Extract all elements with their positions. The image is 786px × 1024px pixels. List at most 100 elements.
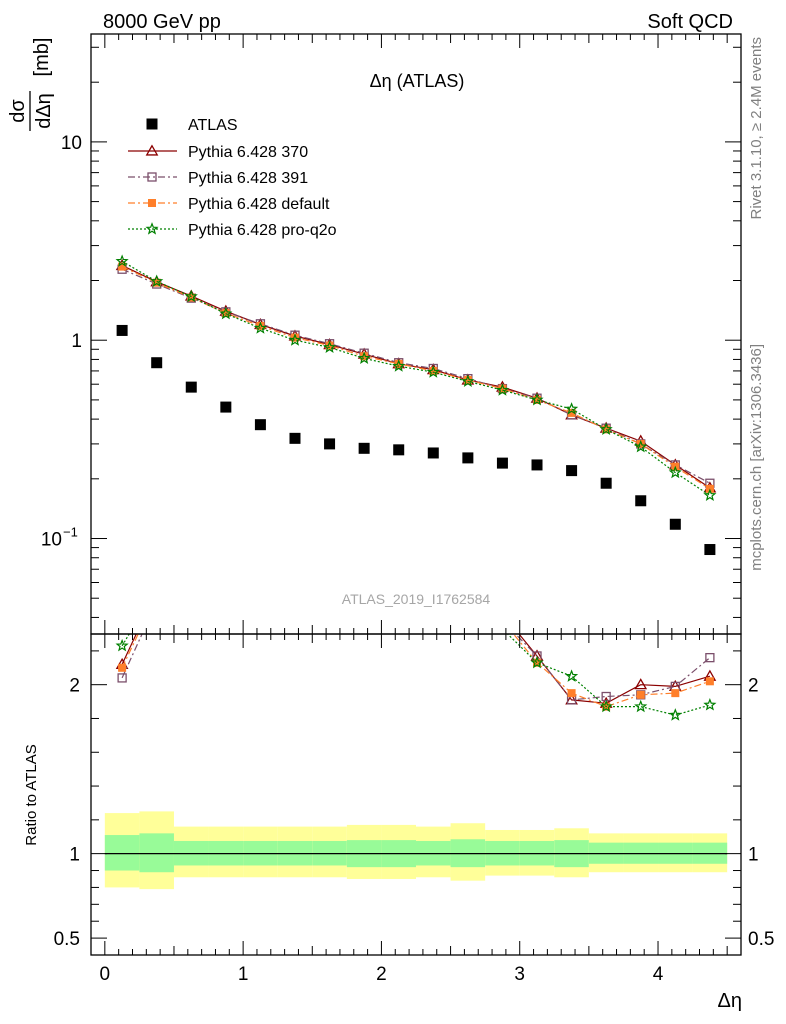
ratio-point <box>153 591 161 599</box>
legend-label: Pythia 6.428 391 <box>188 170 308 187</box>
ratio-point <box>115 638 129 652</box>
data-point <box>187 293 196 302</box>
data-point <box>634 439 648 453</box>
ratio-point <box>118 663 127 672</box>
data-point <box>498 384 507 393</box>
ratio-point <box>705 653 715 663</box>
ratio-p391 <box>117 459 715 705</box>
ratio-point <box>634 699 648 713</box>
data-point <box>185 381 197 393</box>
ratio-point <box>290 463 301 472</box>
data-point <box>150 274 164 287</box>
series-p391 <box>117 264 715 488</box>
ratio-point <box>429 567 437 575</box>
data-point <box>220 401 232 413</box>
series-p370 <box>115 258 717 493</box>
ratio-point <box>497 608 508 617</box>
legend-entry-pq2o: Pythia 6.428 pro-q2o <box>128 222 337 239</box>
ratio-line-p370 <box>121 634 711 704</box>
ratio-point <box>291 459 299 467</box>
x-tick-label: 2 <box>376 964 387 985</box>
ratio-point <box>634 678 648 690</box>
data-point <box>566 465 578 477</box>
legend-label: ATLAS <box>188 117 238 134</box>
ratio-point <box>599 699 613 713</box>
ratio-point <box>533 658 542 667</box>
legend: ATLAS Pythia 6.428 370 Pythia 6.428 391 Pyt… <box>128 117 337 239</box>
data-point <box>253 321 268 334</box>
ratio-point <box>395 554 403 562</box>
ratio-panel: 0 1 2 3 4 0.5 0.5 1 1 2 2 <box>54 34 774 985</box>
y-tick-label-right: 1 <box>748 845 759 866</box>
data-point <box>325 341 334 350</box>
y-ticks-ratio: 0.5 0.5 1 1 2 2 <box>54 650 774 956</box>
ratio-point <box>256 486 264 494</box>
data-point <box>463 375 472 384</box>
x-ticks: 0 1 2 3 4 <box>100 34 728 985</box>
data-point <box>704 544 716 556</box>
ratio-point <box>498 616 506 624</box>
ratio-series <box>115 459 717 721</box>
legend-label: Pythia 6.428 370 <box>188 144 308 161</box>
legend-entry-p370: Pythia 6.428 370 <box>128 144 308 161</box>
data-point <box>254 419 266 431</box>
data-point <box>599 422 613 436</box>
legend-marker <box>145 144 159 156</box>
x-tick-label: 1 <box>238 964 249 985</box>
data-point <box>289 432 301 444</box>
band-inner <box>139 833 174 873</box>
ratio-point <box>360 527 368 535</box>
ratio-point <box>222 515 230 523</box>
data-point <box>115 254 129 267</box>
ratio-point <box>291 475 299 483</box>
x-axis-label: Δη <box>718 990 742 1012</box>
legend-marker <box>146 118 158 130</box>
data-point <box>429 366 438 375</box>
ratio-point <box>567 689 576 698</box>
data-point <box>602 425 611 434</box>
data-point <box>495 383 510 396</box>
y-axis-label-ratio: Ratio to ATLAS <box>23 744 40 845</box>
ratio-point <box>325 499 335 509</box>
data-point <box>152 278 161 287</box>
data-point <box>219 306 233 320</box>
ratio-line-p391 <box>121 634 711 701</box>
header-left: 8000 GeV pp <box>103 11 221 33</box>
series-line-p370 <box>121 264 711 489</box>
series-pdefault <box>118 262 714 493</box>
ratio-point <box>394 571 404 581</box>
rivet-label: Rivet 3.1.10, ≥ 2.4M events <box>748 37 765 220</box>
ratio-point <box>360 508 368 516</box>
data-point <box>290 333 299 342</box>
data-point <box>394 359 403 368</box>
data-point <box>426 365 440 378</box>
data-point <box>461 374 475 387</box>
ratio-frame <box>90 633 742 956</box>
data-point <box>118 262 127 271</box>
data-point <box>635 495 647 507</box>
y-tick-label: 0.5 <box>54 929 80 950</box>
series-line-p391 <box>121 268 711 484</box>
data-point <box>567 408 576 417</box>
legend-label: Pythia 6.428 pro-q2o <box>188 222 337 239</box>
mcplots-label: mcplots.cern.ch [arXiv:1306.3436] <box>748 344 765 571</box>
legend-marker <box>148 199 156 207</box>
data-point <box>288 333 302 346</box>
ratio-pq2o <box>115 499 717 721</box>
ratio-point <box>186 531 197 540</box>
ratio-point <box>564 669 579 682</box>
ratio-point <box>668 708 682 721</box>
data-point <box>533 395 542 404</box>
ratio-point <box>187 540 195 548</box>
ratio-point <box>117 673 127 683</box>
data-point <box>256 321 265 330</box>
y-tick-exponent: −1 <box>63 525 78 540</box>
data-point <box>392 359 406 372</box>
band-inner <box>104 835 140 871</box>
header-right: Soft QCD <box>647 11 733 33</box>
ratio-point <box>324 482 335 491</box>
y-tick-label-right: 2 <box>748 676 759 697</box>
ratio-point <box>256 473 264 481</box>
